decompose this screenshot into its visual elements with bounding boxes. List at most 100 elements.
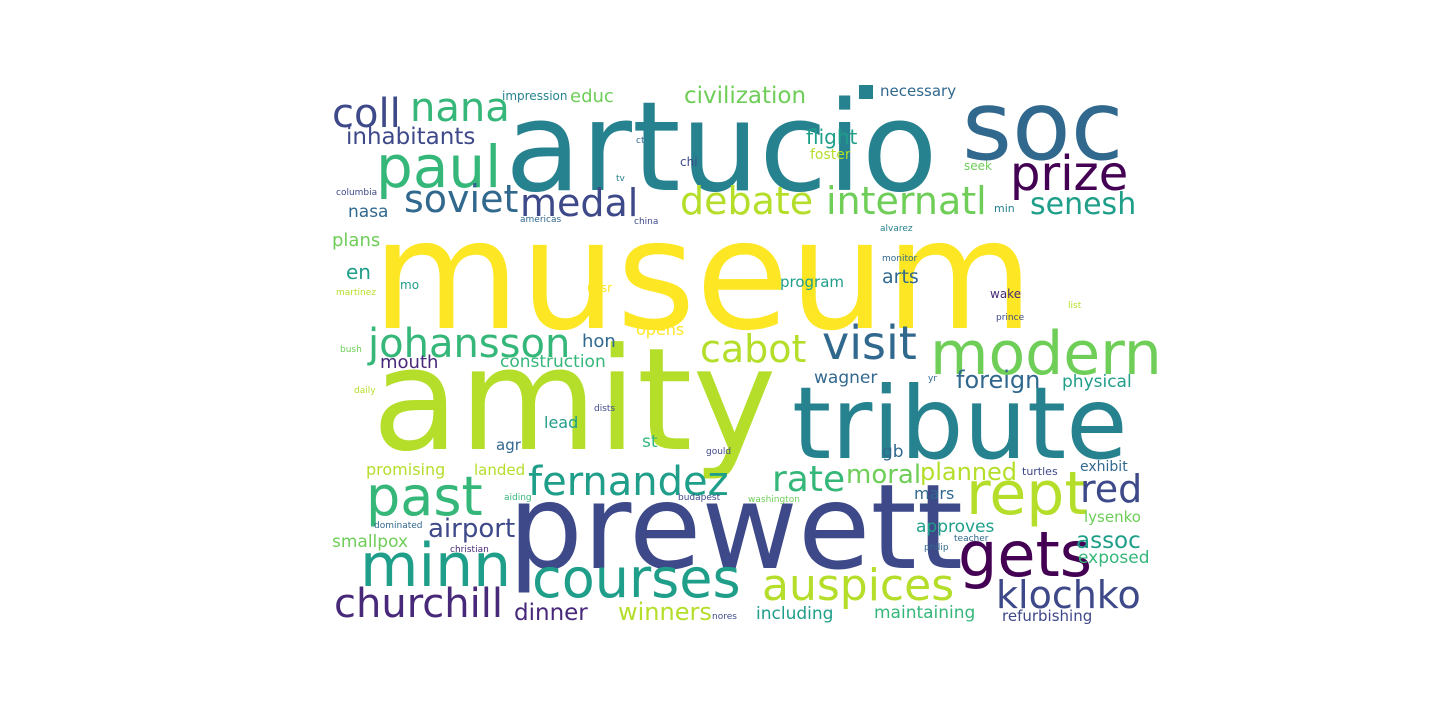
word-refurbishing: refurbishing <box>1002 607 1093 625</box>
word-gould: gould <box>706 447 732 457</box>
word-inhabitants: inhabitants <box>346 124 476 150</box>
word-lysenko: lysenko <box>1084 508 1141 526</box>
word-st: st <box>642 432 658 452</box>
word-daily: daily <box>354 386 376 396</box>
word-nasa: nasa <box>348 202 389 222</box>
word-foreign: foreign <box>956 366 1041 394</box>
word-plans: plans <box>332 230 381 251</box>
word-promising: promising <box>366 460 446 479</box>
word-alvarez: alvarez <box>880 224 913 234</box>
word-tv: tv <box>616 174 625 184</box>
word-coll: coll <box>332 91 401 137</box>
word-maintaining: maintaining <box>874 603 976 623</box>
word-christian: christian <box>450 545 489 555</box>
word-teacher: teacher <box>954 534 989 544</box>
word-prize: prize <box>1010 146 1129 202</box>
word-klochko: klochko <box>996 573 1141 617</box>
word-senesh: senesh <box>1030 187 1137 222</box>
word-artucio: artucio <box>505 76 938 220</box>
word-martinez: martinez <box>336 288 376 298</box>
word-landed: landed <box>474 461 526 479</box>
word-nana: nana <box>410 85 510 131</box>
word-prince: prince <box>996 313 1025 323</box>
word-auspices: auspices <box>762 560 955 611</box>
word-including: including <box>756 604 834 624</box>
word-bush: bush <box>340 345 362 355</box>
word-philip: philip <box>924 543 949 553</box>
word-chi: chi <box>680 155 698 169</box>
square-glyph <box>859 85 873 99</box>
word-smallpox: smallpox <box>332 532 409 552</box>
word-yr: yr <box>928 374 938 384</box>
word-columbia: columbia <box>336 188 378 198</box>
word-approves: approves <box>916 517 995 537</box>
word-budapest: budapest <box>678 493 721 503</box>
word-cabot: cabot <box>700 327 807 371</box>
word-dominated: dominated <box>374 521 423 531</box>
word-tribute: tribute <box>792 365 1128 482</box>
word-exposed: exposed <box>1078 548 1150 568</box>
word-wake: wake <box>990 287 1022 301</box>
word-program: program <box>780 273 845 291</box>
word-construction: construction <box>500 352 606 372</box>
word-amity: amity <box>372 318 777 483</box>
word-past: past <box>366 465 483 528</box>
word-assoc: assoc <box>1076 528 1141 554</box>
word-civilization: civilization <box>684 83 807 109</box>
word-nores: nores <box>712 612 737 622</box>
word-educ: educ <box>570 86 614 107</box>
word-mouth: mouth <box>380 352 439 373</box>
word-courses: courses <box>532 547 741 610</box>
word-foster: foster <box>810 147 851 163</box>
word-monitor: monitor <box>882 254 918 264</box>
word-seek: seek <box>964 159 992 173</box>
word-necessary: necessary <box>880 82 957 100</box>
word-en: en <box>346 260 371 284</box>
word-arts: arts <box>882 266 919 288</box>
word-agr: agr <box>496 436 521 454</box>
word-wagner: wagner <box>814 368 878 388</box>
word-washington: washington <box>748 495 800 505</box>
word-minn: minn <box>360 531 512 601</box>
word-hon: hon <box>582 331 616 352</box>
word-mars: mars <box>914 484 955 503</box>
word-americas: americas <box>520 215 562 225</box>
word-ct: ct <box>636 136 645 146</box>
word-moral: moral <box>846 460 922 490</box>
word-johansson: johansson <box>368 321 571 367</box>
word-turtles: turtles <box>1022 465 1058 478</box>
word-airport: airport <box>428 514 516 544</box>
word-exhibit: exhibit <box>1080 459 1128 475</box>
word-aiding: aiding <box>504 493 532 503</box>
word-china: china <box>634 217 659 227</box>
word-paul: paul <box>376 133 502 201</box>
word-physical: physical <box>1062 372 1132 392</box>
word-internatl: internatl <box>826 179 987 223</box>
word-gb: gb <box>882 442 904 462</box>
word-churchill: churchill <box>334 581 503 627</box>
word-dinner: dinner <box>514 600 588 626</box>
word-modern: modern <box>930 319 1162 389</box>
word-prewett: prewett <box>508 458 964 596</box>
word-min: min <box>994 202 1015 215</box>
word-dists: dists <box>594 404 616 414</box>
word-planned: planned <box>920 458 1018 486</box>
word-soviet: soviet <box>404 177 519 221</box>
word-flight: flight <box>806 125 858 149</box>
word-lead: lead <box>544 413 579 432</box>
word-rept: rept <box>966 459 1088 529</box>
word-medal: medal <box>520 181 639 225</box>
word-winners: winners <box>618 598 712 626</box>
word-museum: museum <box>372 187 1034 364</box>
word-visit: visit <box>822 316 917 370</box>
word-opens: opens <box>636 320 685 339</box>
word-ussr: ussr <box>587 281 613 295</box>
word-mo: mo <box>400 278 420 292</box>
word-rate: rate <box>772 459 846 500</box>
word-list: list <box>1068 301 1082 311</box>
word-debate: debate <box>680 179 814 223</box>
word-red: red <box>1080 467 1143 511</box>
word-soc: soc <box>962 70 1124 182</box>
word-fernandez: fernandez <box>528 459 729 505</box>
